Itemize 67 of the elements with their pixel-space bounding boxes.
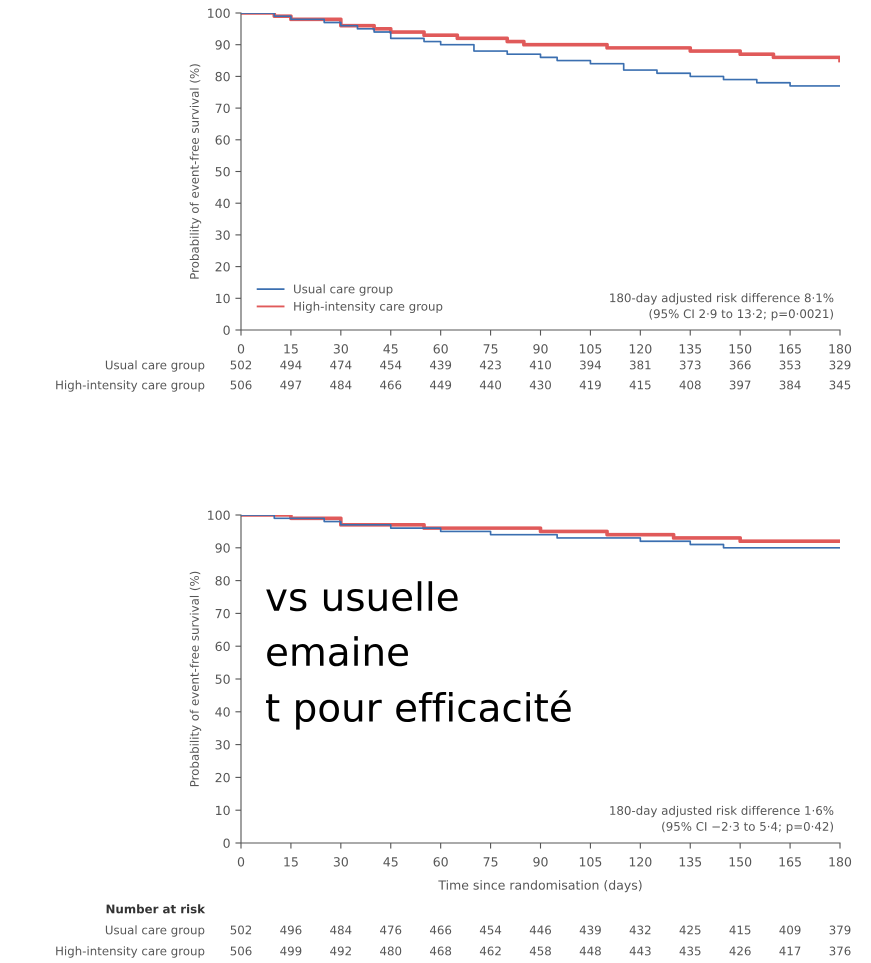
y-tick-label: 0 — [223, 325, 230, 335]
annotation: t pour efficacité — [266, 690, 571, 730]
annotation: vs usuelle — [266, 581, 458, 612]
x-tick-label: 150 — [730, 344, 752, 354]
y-tick-label: 40 — [215, 198, 230, 208]
x-tick-label: 15 — [284, 857, 298, 867]
y-tick-label: 80 — [216, 576, 230, 586]
text: Usual care group — [106, 360, 204, 372]
x-tick-label: 165 — [780, 857, 801, 867]
x-tick-label: 105 — [580, 344, 602, 354]
annotation: 180-day adjusted risk difference 1·6% (95% CI −2·3 to 5·4; p=0·42) — [610, 806, 834, 834]
x-tick-label: 15 — [284, 344, 298, 354]
y-axis-title: Probability of event-free survival (%) — [190, 64, 202, 279]
x-tick-label: 75 — [484, 857, 498, 867]
y-tick-label: 0 — [223, 838, 230, 848]
x-tick-label: 90 — [533, 857, 548, 867]
x-tick-label: 120 — [630, 857, 652, 867]
text: 502 496 484 476 466 454 446 439 432 425 415 409 379 — [230, 925, 850, 934]
y-tick-label: 90 — [215, 543, 230, 553]
text: 502 494 474 454 439 423 410 394 381 373 366 353 329 — [230, 360, 850, 370]
y-tick-label: 30 — [216, 740, 230, 750]
y-tick-label: 50 — [216, 674, 230, 684]
text: Usual care group — [106, 925, 204, 937]
text: 506 497 484 466 449 440 430 419 415 408 397 384 345 — [230, 380, 850, 390]
text: 506 499 492 480 468 462 458 448 443 435 426 417 376 — [230, 946, 851, 956]
text: Number at risk — [106, 904, 206, 914]
y-tick-label: 60 — [216, 135, 230, 145]
x-tick-label: 30 — [334, 344, 348, 354]
text: High-intensity care group — [56, 380, 204, 392]
y-tick-label: 100 — [208, 510, 230, 520]
y-tick-label: 20 — [216, 262, 230, 272]
y-tick-label: 50 — [216, 166, 230, 176]
legend-label: Usual care group — [294, 284, 393, 296]
x-tick-label: 0 — [238, 857, 244, 867]
y-tick-label: 70 — [216, 104, 230, 114]
y-tick-label: 10 — [216, 806, 230, 816]
annotation: emaine — [267, 636, 408, 666]
x-tick-label: 180 — [829, 344, 852, 354]
y-tick-label: 60 — [216, 642, 230, 652]
x-tick-label: 135 — [680, 857, 702, 867]
y-tick-label: 90 — [215, 40, 230, 50]
y-tick-label: 100 — [208, 8, 230, 18]
x-tick-label: 60 — [434, 344, 448, 354]
x-tick-label: 45 — [383, 344, 398, 354]
x-tick-label: 120 — [630, 344, 652, 354]
y-tick-label: 30 — [216, 230, 230, 240]
x-tick-label: 135 — [680, 344, 702, 354]
x-tick-label: 105 — [580, 857, 602, 867]
text: High-intensity care group — [56, 946, 204, 958]
annotation: 180-day adjusted risk difference 8·1% (95% CI 2·9 to 13·2; p=0·0021) — [610, 293, 834, 320]
y-tick-label: 80 — [216, 72, 230, 82]
y-axis-title: Probability of event-free survival (%) — [190, 572, 202, 786]
y-tick-label: 70 — [216, 608, 230, 618]
y-tick-label: 40 — [215, 707, 230, 717]
legend-label: High-intensity care group — [294, 302, 442, 314]
x-axis-title: Time since randomisation (days) — [438, 880, 642, 892]
x-tick-label: 60 — [434, 857, 448, 867]
y-tick-label: 20 — [216, 772, 230, 782]
y-tick-label: 10 — [216, 294, 230, 304]
x-tick-label: 165 — [780, 344, 801, 354]
x-tick-label: 0 — [238, 344, 244, 354]
x-tick-label: 90 — [533, 344, 548, 354]
x-tick-label: 45 — [383, 857, 398, 867]
x-tick-label: 180 — [829, 857, 852, 867]
x-tick-label: 30 — [334, 857, 348, 867]
x-tick-label: 75 — [484, 344, 498, 354]
x-tick-label: 150 — [730, 857, 752, 867]
